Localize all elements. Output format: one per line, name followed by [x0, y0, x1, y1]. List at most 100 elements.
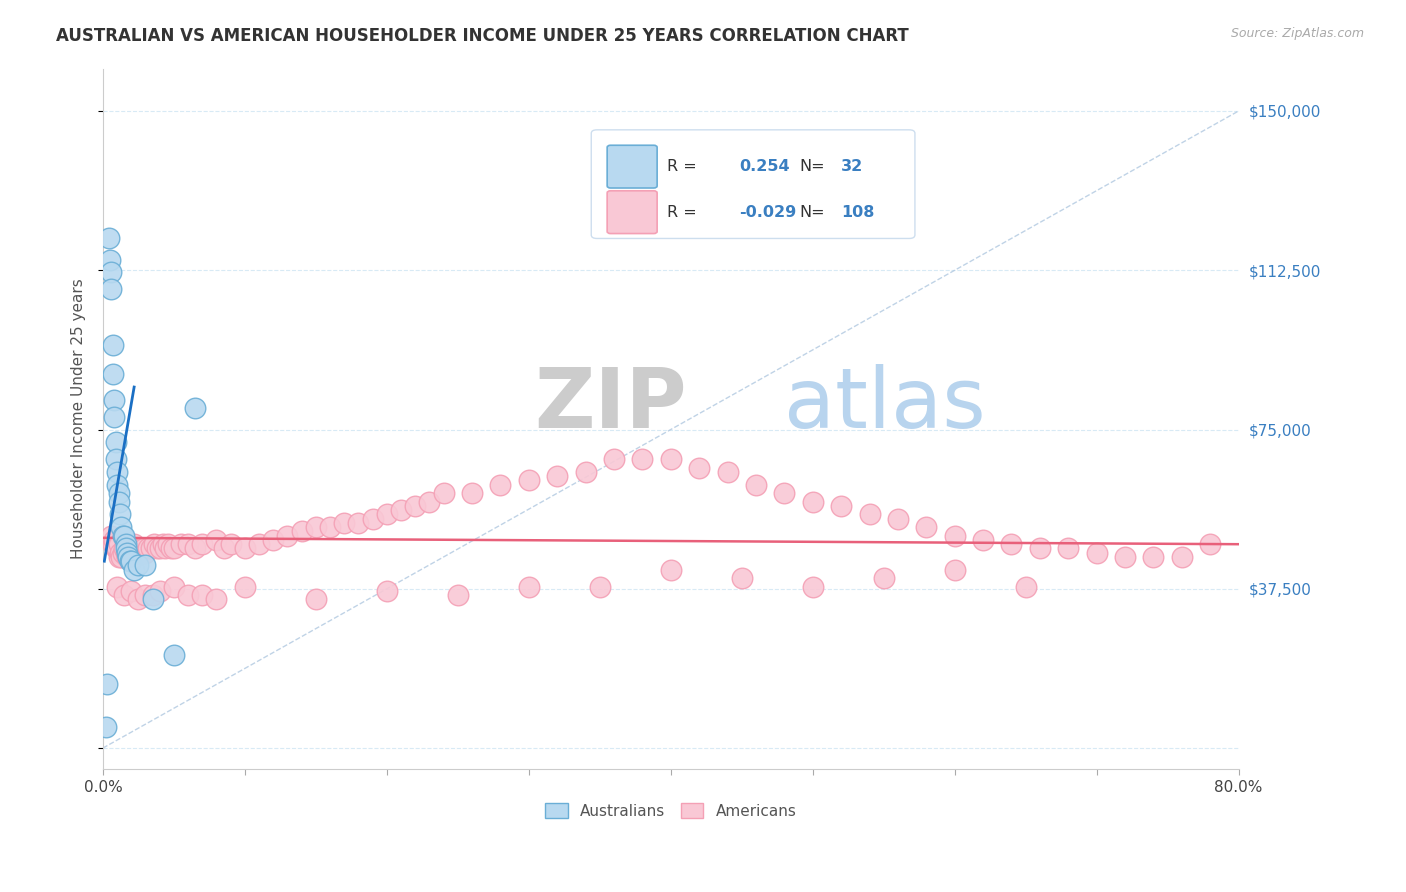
Point [105, 580, 128, 594]
Point [120, 546, 142, 560]
Point [517, 474, 540, 488]
Point [603, 452, 626, 467]
Text: 108: 108 [841, 204, 875, 219]
Point [127, 541, 149, 556]
Point [121, 541, 143, 556]
Point [205, 533, 228, 547]
Point [659, 563, 682, 577]
Point [105, 465, 128, 479]
Point [120, 583, 142, 598]
Point [98, 252, 121, 267]
Point [375, 508, 398, 522]
Text: atlas: atlas [785, 365, 986, 445]
Point [1114, 549, 1136, 564]
Point [858, 508, 880, 522]
Point [731, 571, 754, 585]
Point [108, 508, 131, 522]
Point [129, 541, 152, 556]
Point [1085, 546, 1108, 560]
Point [134, 558, 156, 573]
Point [100, 265, 122, 279]
Point [233, 541, 256, 556]
Point [1014, 580, 1036, 594]
Point [873, 571, 896, 585]
Point [184, 401, 207, 416]
Text: -0.029: -0.029 [740, 204, 796, 219]
Y-axis label: Householder Income Under 25 years: Householder Income Under 25 years [72, 278, 86, 559]
Point [404, 499, 426, 513]
Point [134, 546, 156, 560]
Text: R =: R = [668, 204, 697, 219]
Point [122, 537, 145, 551]
Point [972, 533, 994, 547]
Point [117, 549, 139, 564]
Point [103, 392, 125, 407]
Point [149, 541, 172, 556]
Point [461, 486, 484, 500]
Point [915, 520, 938, 534]
Point [146, 541, 169, 556]
Point [141, 541, 163, 556]
Text: R =: R = [668, 159, 697, 174]
Point [94, 720, 117, 734]
Point [97, 231, 120, 245]
Point [191, 588, 214, 602]
Point [155, 541, 177, 556]
Point [589, 580, 612, 594]
Point [101, 537, 124, 551]
Point [107, 494, 129, 508]
Point [112, 529, 135, 543]
Point [105, 541, 128, 556]
Point [361, 512, 384, 526]
Point [163, 648, 186, 662]
Point [134, 588, 156, 602]
Point [111, 546, 134, 560]
Point [205, 592, 228, 607]
Point [132, 541, 155, 556]
Point [631, 452, 654, 467]
Point [112, 541, 135, 556]
Point [124, 541, 146, 556]
Point [319, 520, 342, 534]
Point [115, 546, 138, 560]
Point [184, 541, 207, 556]
Point [117, 546, 139, 560]
Point [943, 563, 966, 577]
Point [447, 588, 470, 602]
Point [101, 368, 124, 382]
Point [219, 537, 242, 551]
Point [112, 588, 135, 602]
Point [157, 537, 180, 551]
Point [142, 592, 165, 607]
Legend: Australians, Americans: Australians, Americans [538, 797, 803, 825]
Point [163, 541, 186, 556]
Point [887, 512, 910, 526]
Point [163, 580, 186, 594]
Point [191, 537, 214, 551]
Point [160, 541, 183, 556]
Point [801, 494, 824, 508]
Point [247, 537, 270, 551]
Point [347, 516, 370, 530]
FancyBboxPatch shape [607, 145, 657, 188]
Point [125, 546, 148, 560]
Point [305, 592, 328, 607]
Point [107, 486, 129, 500]
Point [108, 546, 131, 560]
Point [110, 520, 132, 534]
Text: AUSTRALIAN VS AMERICAN HOUSEHOLDER INCOME UNDER 25 YEARS CORRELATION CHART: AUSTRALIAN VS AMERICAN HOUSEHOLDER INCOM… [56, 27, 910, 45]
Point [149, 583, 172, 598]
Point [143, 537, 166, 551]
Point [1199, 537, 1222, 551]
Point [127, 592, 149, 607]
Point [104, 435, 127, 450]
Point [262, 533, 284, 547]
Point [333, 516, 356, 530]
Point [107, 537, 129, 551]
Point [104, 452, 127, 467]
Point [177, 588, 200, 602]
Point [830, 499, 852, 513]
Point [138, 541, 160, 556]
Point [170, 537, 193, 551]
Point [107, 549, 129, 564]
